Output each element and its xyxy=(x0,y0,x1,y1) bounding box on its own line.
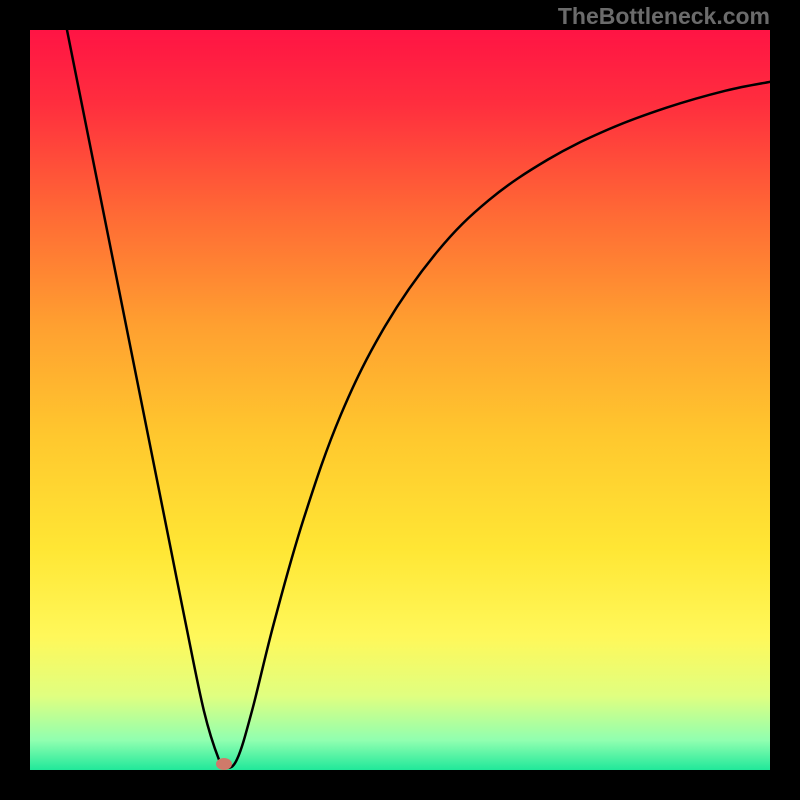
optimum-marker xyxy=(216,758,232,770)
plot-area xyxy=(30,30,770,770)
chart-container: TheBottleneck.com xyxy=(0,0,800,800)
border-left xyxy=(0,0,30,800)
bottleneck-curve xyxy=(30,30,770,770)
border-bottom xyxy=(0,770,800,800)
watermark-text: TheBottleneck.com xyxy=(558,3,770,30)
border-right xyxy=(770,0,800,800)
